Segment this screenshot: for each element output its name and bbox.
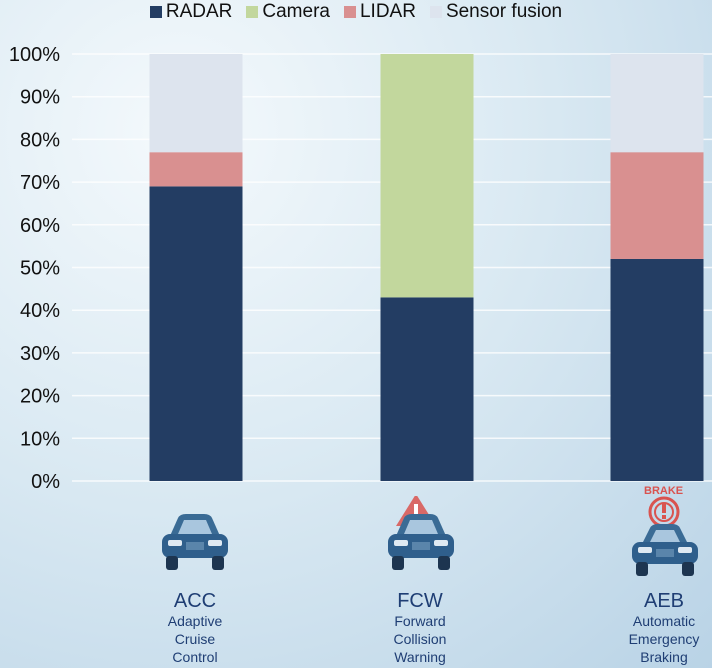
y-tick-label: 60% — [20, 215, 60, 237]
y-tick-label: 50% — [20, 258, 60, 280]
y-tick-label: 80% — [20, 129, 60, 151]
legend-item-lidar: LIDAR — [343, 1, 416, 23]
feature-desc-line: Warning — [394, 649, 446, 665]
y-tick-label: 30% — [20, 343, 60, 365]
feature-desc-line: Braking — [640, 649, 688, 665]
brake-car-icon: BRAKE — [632, 485, 698, 576]
feature-desc-line: Forward — [394, 613, 446, 629]
legend-swatch — [343, 6, 356, 18]
legend-label: Sensor fusion — [445, 1, 563, 22]
legend-label: RADAR — [165, 1, 233, 22]
bar-segment-fcw-camera — [380, 54, 474, 298]
y-tick-label: 0% — [31, 471, 60, 493]
feature-abbr: FCW — [397, 590, 443, 612]
legend-item-radar: RADAR — [149, 1, 233, 23]
feature-desc-line: Emergency — [628, 631, 700, 647]
bar-segment-fcw-radar — [380, 297, 474, 481]
feature-desc-line: Collision — [393, 631, 447, 647]
legend-item-camera: Camera — [246, 1, 330, 23]
car-icon — [162, 514, 228, 570]
legend-label: LIDAR — [359, 1, 416, 22]
y-tick-label: 70% — [20, 172, 60, 194]
legend-label: Camera — [262, 1, 330, 22]
y-tick-label: 20% — [20, 386, 60, 408]
y-axis: 0% 10% 20% 30% 40% 50% 60% 70% 80% 90% 100% — [9, 44, 60, 493]
bars — [149, 54, 704, 481]
y-tick-label: 10% — [20, 428, 60, 450]
bar-segment-aeb-radar — [610, 258, 704, 481]
bar-segment-acc-lidar — [149, 152, 243, 187]
feature-label-fcw: FCW Forward Collision Warning — [350, 590, 490, 666]
feature-desc-line: Control — [172, 649, 218, 665]
bar-segment-aeb-sensor-fusion — [610, 54, 704, 153]
feature-label-aeb: AEB Automatic Emergency Braking — [594, 590, 712, 666]
y-tick-label: 100% — [9, 44, 60, 66]
brake-badge: BRAKE — [644, 485, 683, 497]
bar-segment-acc-radar — [149, 186, 243, 481]
warning-car-icon — [388, 496, 454, 570]
feature-desc-line: Automatic — [632, 613, 696, 629]
legend-item-sensor-fusion: Sensor fusion — [429, 1, 563, 23]
legend: RADAR Camera LIDAR Sensor fusion — [0, 0, 712, 24]
feature-desc-line: Cruise — [174, 631, 216, 647]
bar-segment-acc-sensor-fusion — [149, 54, 243, 153]
y-tick-label: 40% — [20, 300, 60, 322]
legend-swatch — [246, 6, 259, 18]
feature-abbr: AEB — [643, 590, 685, 612]
feature-desc-line: Adaptive — [167, 613, 223, 629]
bar-segment-aeb-lidar — [610, 152, 704, 259]
y-tick-label: 90% — [20, 87, 60, 109]
legend-swatch — [429, 6, 442, 18]
feature-abbr: ACC — [173, 590, 217, 612]
feature-label-acc: ACC Adaptive Cruise Control — [125, 590, 265, 666]
legend-swatch — [149, 6, 162, 18]
